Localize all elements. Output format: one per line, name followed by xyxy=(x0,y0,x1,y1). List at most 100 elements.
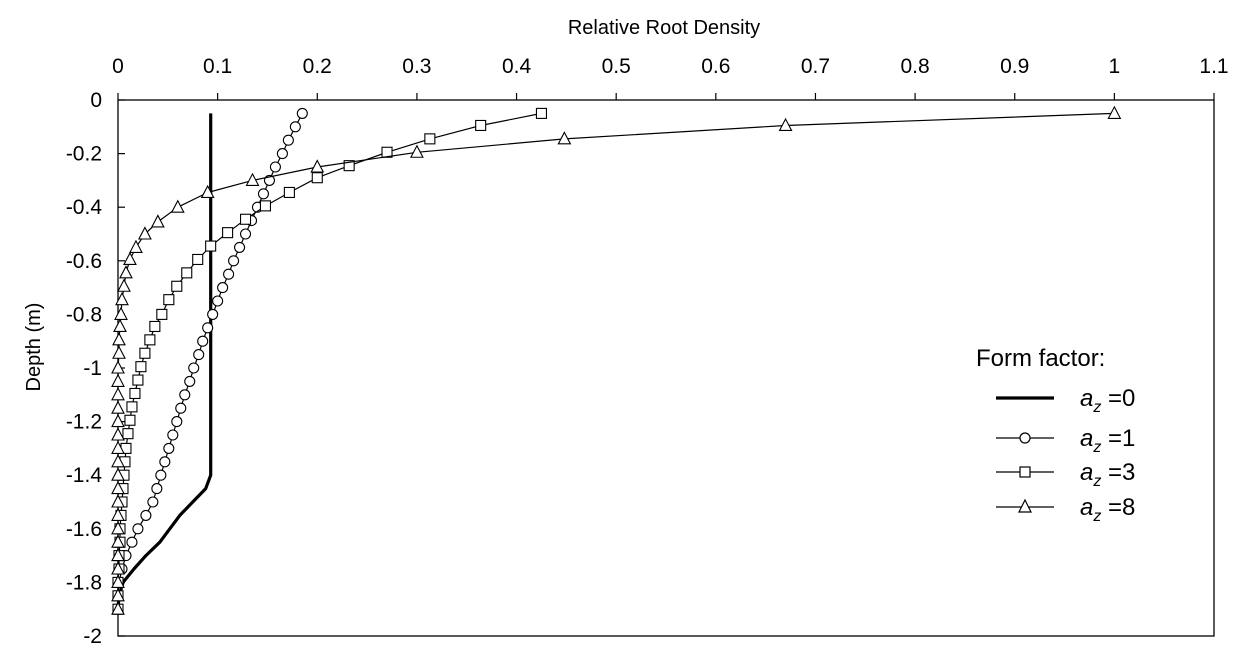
legend-marker-az3 xyxy=(1019,466,1031,478)
data-point xyxy=(259,200,272,212)
x-tick-label: 1.1 xyxy=(1199,55,1228,78)
data-point xyxy=(111,480,125,495)
data-point xyxy=(111,507,125,521)
data-point xyxy=(111,413,125,428)
series-line xyxy=(117,112,1115,610)
series-layer xyxy=(111,105,1122,615)
legend-entry-az0: az =0 xyxy=(996,385,1135,416)
data-point xyxy=(179,389,191,401)
legend-label-az0: az =0 xyxy=(1080,385,1135,416)
legend-marker-az1 xyxy=(1019,432,1031,444)
data-point xyxy=(112,345,126,359)
series-2 xyxy=(112,107,548,615)
data-point xyxy=(310,159,325,173)
data-point xyxy=(155,469,167,481)
data-point xyxy=(149,320,161,333)
y-tick-label: -0.8 xyxy=(66,303,102,326)
series-line xyxy=(117,112,542,610)
data-point xyxy=(1107,105,1122,119)
data-point xyxy=(289,121,301,133)
x-tick-label: 0.4 xyxy=(502,55,532,78)
data-point xyxy=(147,496,159,508)
data-point xyxy=(111,547,125,562)
data-point xyxy=(129,387,141,400)
data-point xyxy=(222,227,234,239)
y-tick-label: -1.4 xyxy=(66,464,103,487)
legend-entry-az3: az =3 xyxy=(996,459,1135,490)
data-point xyxy=(192,253,204,266)
data-point xyxy=(111,601,125,615)
x-tick-label: 0.8 xyxy=(900,55,929,78)
data-point xyxy=(778,117,793,132)
data-point xyxy=(234,241,246,253)
data-point xyxy=(410,144,424,158)
series-0 xyxy=(116,113,213,610)
data-point xyxy=(132,523,144,535)
data-point xyxy=(181,267,193,279)
data-point xyxy=(135,361,147,373)
data-point xyxy=(111,360,125,374)
data-point xyxy=(144,334,156,346)
legend-marker-az8 xyxy=(1018,498,1032,513)
data-point xyxy=(212,295,224,307)
x-tick-label: 1 xyxy=(1109,55,1121,78)
y-tick-label: -1.2 xyxy=(66,411,102,434)
data-point xyxy=(111,561,125,575)
data-point xyxy=(223,268,235,280)
data-point xyxy=(200,184,215,199)
x-tick-label: 0.7 xyxy=(801,55,830,78)
x-tick-label: 0.6 xyxy=(701,55,730,78)
y-tick-label: 0 xyxy=(90,89,102,112)
legend: Form factor: az =0 az =1 az =3 az =8 xyxy=(976,345,1135,525)
legend-label-az3: az =3 xyxy=(1080,459,1135,490)
data-point xyxy=(197,335,209,347)
data-point xyxy=(112,332,126,346)
x-tick-label: 0 xyxy=(112,55,124,78)
data-point xyxy=(239,213,252,225)
data-point xyxy=(535,107,548,119)
data-point xyxy=(123,251,137,266)
series-line xyxy=(116,113,213,610)
y-tick-label: -2 xyxy=(83,625,102,648)
data-point xyxy=(111,440,125,454)
data-point xyxy=(557,131,572,145)
y-tick-label: -0.4 xyxy=(66,196,103,219)
y-tick-label: -1 xyxy=(83,357,102,380)
data-point xyxy=(257,188,270,200)
legend-entry-az1: az =1 xyxy=(996,425,1135,456)
x-axis-title: Relative Root Density xyxy=(568,17,760,39)
data-point xyxy=(159,456,171,468)
data-point xyxy=(111,427,125,441)
legend-label-az8: az =8 xyxy=(1080,494,1135,525)
data-point xyxy=(424,133,436,145)
data-point xyxy=(282,134,294,146)
y-tick-label: -1.8 xyxy=(66,571,102,594)
x-tick-label: 0.1 xyxy=(203,55,232,78)
data-point xyxy=(276,148,288,160)
data-point xyxy=(170,199,185,213)
data-point xyxy=(111,387,125,401)
data-point xyxy=(193,349,205,361)
data-point xyxy=(283,186,295,199)
x-tick-label: 0.2 xyxy=(303,55,332,78)
data-point xyxy=(115,291,129,306)
data-point xyxy=(163,442,175,454)
data-point xyxy=(184,375,196,387)
data-point xyxy=(296,107,308,119)
legend-title: Form factor: xyxy=(976,345,1105,372)
data-point xyxy=(311,172,323,184)
data-point xyxy=(171,280,183,292)
data-point xyxy=(111,454,125,468)
data-point xyxy=(140,509,152,521)
data-point xyxy=(175,402,187,414)
data-point xyxy=(122,428,134,440)
data-point xyxy=(343,160,355,172)
data-point xyxy=(188,362,200,374)
data-point xyxy=(205,240,217,252)
data-point xyxy=(475,119,487,132)
data-point xyxy=(117,278,131,292)
data-point xyxy=(228,255,240,267)
data-point xyxy=(111,588,125,602)
data-point xyxy=(126,536,138,548)
